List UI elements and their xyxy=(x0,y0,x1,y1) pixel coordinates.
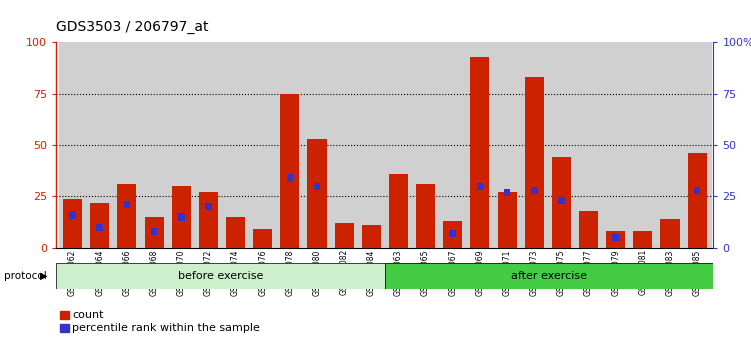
Bar xyxy=(629,42,656,248)
Bar xyxy=(493,42,520,248)
Bar xyxy=(602,42,629,248)
Bar xyxy=(504,189,511,196)
Text: after exercise: after exercise xyxy=(511,271,587,281)
Bar xyxy=(606,232,625,248)
Bar xyxy=(140,42,167,248)
Bar xyxy=(357,42,385,248)
Bar xyxy=(145,217,164,248)
Bar xyxy=(69,211,76,218)
Bar xyxy=(276,42,303,248)
Bar xyxy=(226,217,245,248)
Text: GDS3503 / 206797_at: GDS3503 / 206797_at xyxy=(56,19,209,34)
Bar xyxy=(385,42,412,248)
Bar xyxy=(330,42,357,248)
Bar xyxy=(167,42,195,248)
Bar xyxy=(416,184,435,248)
Text: percentile rank within the sample: percentile rank within the sample xyxy=(72,323,260,333)
Bar xyxy=(477,183,483,190)
Bar xyxy=(466,42,493,248)
Bar xyxy=(287,175,293,182)
Bar xyxy=(531,187,538,194)
Bar xyxy=(547,42,575,248)
Bar xyxy=(694,187,701,194)
Bar xyxy=(280,94,300,248)
Text: protocol: protocol xyxy=(4,271,47,281)
Bar xyxy=(335,223,354,248)
Bar xyxy=(124,201,130,208)
Bar xyxy=(362,225,381,248)
Text: count: count xyxy=(72,310,104,320)
Bar xyxy=(470,57,490,248)
Bar xyxy=(303,42,330,248)
Bar xyxy=(612,234,619,241)
Bar xyxy=(249,42,276,248)
Bar xyxy=(575,42,602,248)
Bar xyxy=(660,219,680,248)
Bar xyxy=(195,42,222,248)
Bar xyxy=(525,78,544,248)
Bar xyxy=(199,192,218,248)
Bar xyxy=(86,42,113,248)
Bar xyxy=(656,42,683,248)
Bar xyxy=(633,232,653,248)
Bar xyxy=(96,224,103,231)
Bar xyxy=(389,174,408,248)
Bar xyxy=(498,192,517,248)
Bar xyxy=(683,42,710,248)
Bar xyxy=(178,213,185,221)
Bar xyxy=(558,197,565,204)
Bar xyxy=(307,139,327,248)
Bar xyxy=(205,203,212,210)
Bar xyxy=(59,42,86,248)
Text: ▶: ▶ xyxy=(40,271,47,281)
Bar xyxy=(253,229,272,248)
Bar xyxy=(443,221,463,248)
Bar xyxy=(222,42,249,248)
Bar xyxy=(113,42,140,248)
Bar xyxy=(449,230,456,237)
Bar xyxy=(151,228,158,235)
Bar xyxy=(552,158,571,248)
Bar xyxy=(412,42,439,248)
Text: before exercise: before exercise xyxy=(178,271,264,281)
Bar xyxy=(314,183,321,190)
Bar xyxy=(117,184,137,248)
Bar xyxy=(172,186,191,248)
Bar xyxy=(439,42,466,248)
Bar xyxy=(579,211,598,248)
Bar xyxy=(688,153,707,248)
Bar xyxy=(520,42,547,248)
Bar xyxy=(63,199,82,248)
Bar xyxy=(90,202,110,248)
